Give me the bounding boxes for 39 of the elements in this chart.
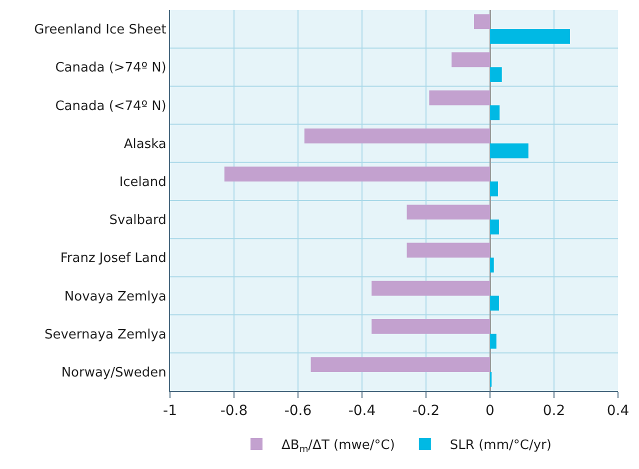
bar bbox=[452, 52, 490, 68]
x-tick-label: -0.8 bbox=[220, 402, 248, 419]
bar bbox=[490, 67, 502, 82]
bar bbox=[490, 143, 528, 158]
bar bbox=[490, 29, 570, 44]
y-tick-label: Canada (>74º N) bbox=[55, 60, 166, 76]
y-tick-label: Iceland bbox=[119, 175, 166, 190]
x-tick-label: 0.4 bbox=[606, 402, 630, 419]
legend-label: ΔB$_{m}$/ΔT (mwe/°C) bbox=[282, 438, 395, 455]
x-tick-label: -0.4 bbox=[348, 402, 376, 419]
x-tick-label: 0.2 bbox=[542, 402, 566, 419]
x-tick-label: 0 bbox=[486, 402, 494, 419]
bar bbox=[490, 258, 494, 273]
y-tick-label: Greenland Ice Sheet bbox=[34, 22, 166, 38]
bar bbox=[490, 105, 500, 120]
bar bbox=[224, 166, 490, 182]
bar bbox=[406, 204, 490, 220]
bar bbox=[372, 280, 490, 296]
bar bbox=[474, 14, 490, 30]
y-tick-label: Novaya Zemlya bbox=[64, 289, 166, 304]
y-tick-label: Svalbard bbox=[109, 213, 166, 228]
y-tick-label: Severnaya Zemlya bbox=[44, 327, 166, 342]
bar bbox=[372, 318, 490, 334]
x-tick-label: -0.2 bbox=[412, 402, 440, 419]
y-tick-label: Franz Josef Land bbox=[60, 251, 166, 266]
bar bbox=[490, 181, 498, 196]
legend-label: SLR (mm/°C/yr) bbox=[450, 438, 552, 454]
bar bbox=[304, 128, 490, 144]
bar bbox=[490, 296, 499, 311]
bar bbox=[406, 242, 490, 258]
bar bbox=[490, 334, 496, 349]
bar bbox=[490, 220, 499, 234]
y-tick-label: Canada (<74º N) bbox=[55, 98, 166, 114]
bar bbox=[429, 90, 490, 106]
y-tick-label: Alaska bbox=[124, 136, 166, 152]
x-tick-label: -0.6 bbox=[284, 402, 312, 419]
x-tick-label: -1 bbox=[163, 402, 177, 419]
bar bbox=[310, 357, 490, 372]
y-tick-label: Norway/Sweden bbox=[61, 366, 166, 380]
